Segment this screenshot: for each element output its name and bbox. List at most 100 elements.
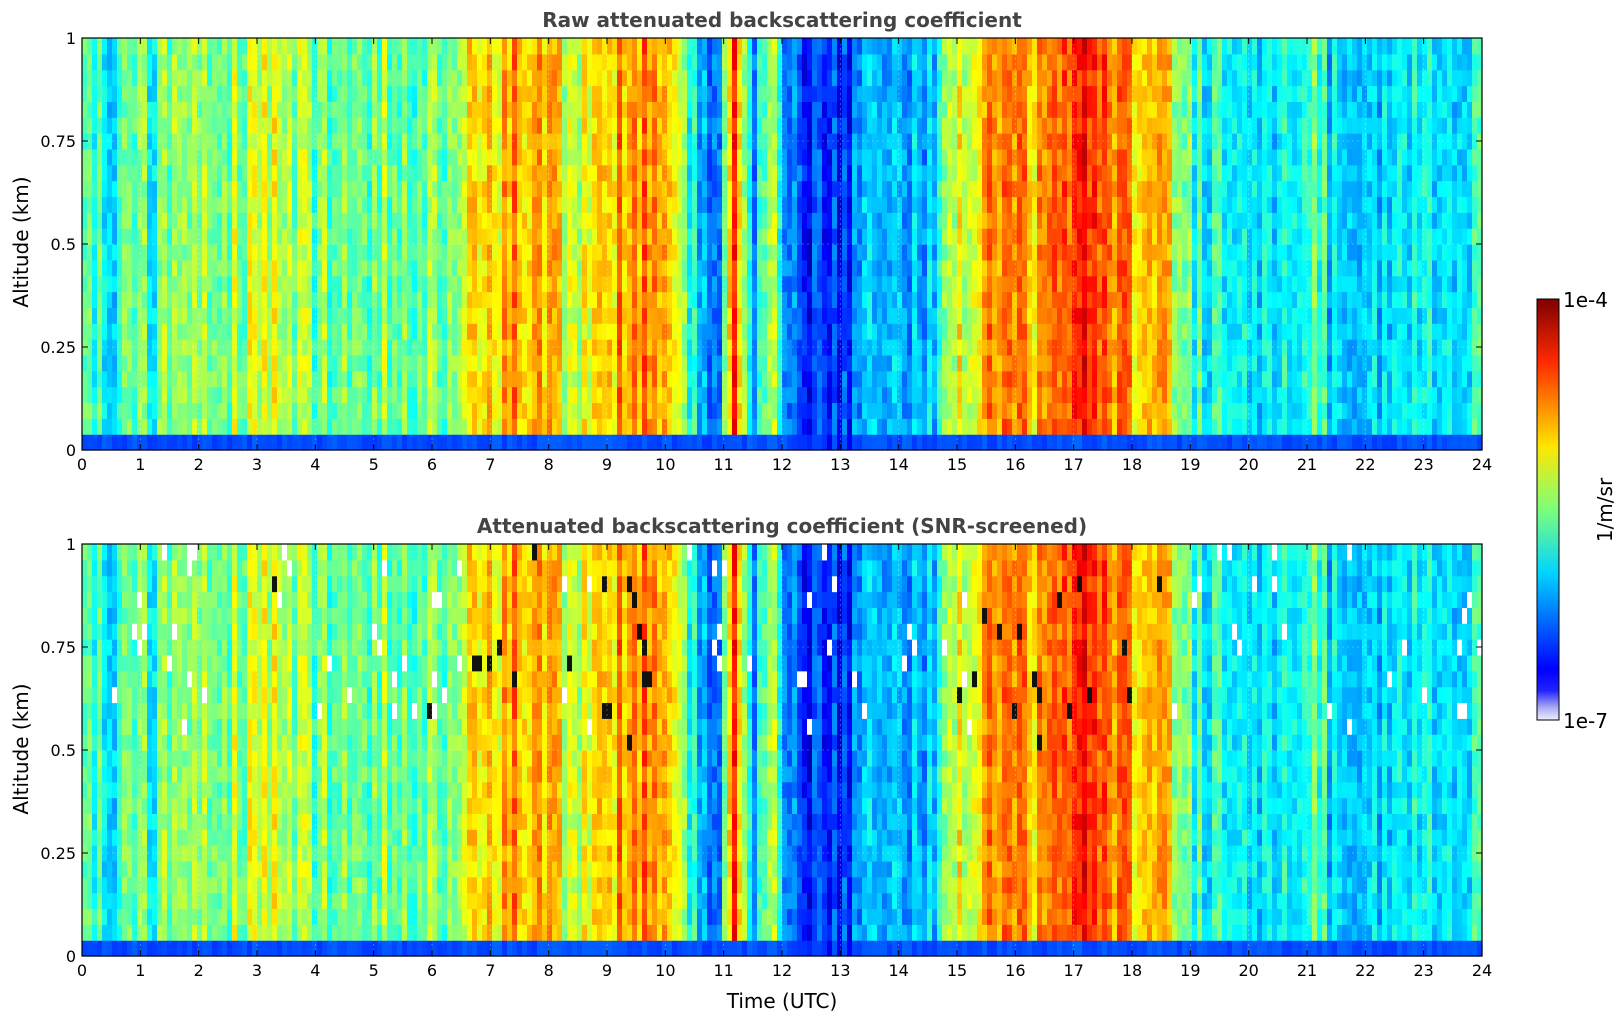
heatmap-cell <box>122 196 128 213</box>
heatmap-cell <box>947 117 953 134</box>
heatmap-cell <box>887 164 893 182</box>
heatmap-cell <box>372 259 378 277</box>
heatmap-cell <box>522 69 528 87</box>
heatmap-cell <box>232 402 238 419</box>
heatmap-cell <box>927 148 933 166</box>
heatmap-cell <box>402 323 408 340</box>
heatmap-cell <box>202 212 208 229</box>
heatmap-cell <box>547 370 553 388</box>
heatmap-cell <box>677 164 683 182</box>
heatmap-cell <box>932 434 938 451</box>
heatmap-cell <box>942 180 948 198</box>
heatmap-cell <box>782 101 788 118</box>
heatmap-cell <box>807 402 813 419</box>
heatmap-cell <box>1012 53 1018 71</box>
heatmap-cell <box>102 370 108 388</box>
heatmap-cell <box>142 85 148 102</box>
heatmap-cell <box>562 53 568 71</box>
heatmap-cell <box>537 275 543 293</box>
heatmap-cell <box>742 418 748 435</box>
heatmap-cell <box>567 434 573 451</box>
heatmap-cell <box>587 180 593 198</box>
heatmap-cell <box>1027 307 1033 324</box>
heatmap-cell <box>422 434 428 451</box>
heatmap-cell <box>127 117 133 134</box>
heatmap-cell <box>267 85 273 102</box>
heatmap-cell <box>332 53 338 71</box>
heatmap-cell <box>702 370 708 388</box>
heatmap-cell <box>987 244 993 261</box>
heatmap-cell <box>572 307 578 324</box>
heatmap-cell <box>262 164 268 182</box>
heatmap-cell <box>277 386 283 404</box>
heatmap-cell <box>907 117 913 134</box>
heatmap-cell <box>1002 53 1008 71</box>
heatmap-cell <box>352 339 358 356</box>
heatmap-cell <box>867 101 873 118</box>
heatmap-cell <box>927 323 933 340</box>
heatmap-cell <box>882 180 888 198</box>
heatmap-cell <box>477 275 483 293</box>
heatmap-cell <box>362 244 368 261</box>
heatmap-cell <box>542 53 548 71</box>
heatmap-cell <box>872 244 878 261</box>
heatmap-cell <box>1007 85 1013 102</box>
heatmap-cell <box>827 133 833 150</box>
heatmap-cell <box>667 386 673 404</box>
heatmap-cell <box>272 323 278 340</box>
heatmap-cell <box>122 148 128 166</box>
heatmap-cell <box>647 53 653 71</box>
heatmap-cell <box>752 212 758 229</box>
heatmap-cell <box>692 402 698 419</box>
heatmap-cell <box>757 291 763 308</box>
heatmap-cell <box>557 164 563 182</box>
heatmap-cell <box>297 38 303 55</box>
heatmap-cell <box>127 196 133 213</box>
heatmap-cell <box>452 212 458 229</box>
heatmap-cell <box>367 117 373 134</box>
heatmap-cell <box>397 38 403 55</box>
heatmap-cell <box>172 164 178 182</box>
heatmap-cell <box>487 148 493 166</box>
heatmap-cell <box>357 275 363 293</box>
heatmap-cell <box>342 38 348 55</box>
heatmap-cell <box>272 275 278 293</box>
heatmap-cell <box>852 133 858 150</box>
heatmap-cell <box>637 212 643 229</box>
heatmap-cell <box>147 244 153 261</box>
heatmap-cell <box>387 117 393 134</box>
heatmap-cell <box>882 212 888 229</box>
heatmap-cell <box>337 259 343 277</box>
heatmap-cell <box>617 323 623 340</box>
heatmap-cell <box>132 370 138 388</box>
heatmap-cell <box>997 323 1003 340</box>
heatmap-cell <box>892 196 898 213</box>
heatmap-cell <box>1037 370 1043 388</box>
heatmap-cell <box>742 323 748 340</box>
heatmap-cell <box>687 38 693 55</box>
heatmap-cell <box>717 434 723 451</box>
heatmap-cell <box>962 386 968 404</box>
heatmap-cell <box>542 69 548 87</box>
heatmap-cell <box>797 402 803 419</box>
heatmap-cell <box>272 212 278 229</box>
heatmap-cell <box>827 259 833 277</box>
heatmap-cell <box>262 434 268 451</box>
heatmap-cell <box>357 212 363 229</box>
heatmap-cell <box>907 291 913 308</box>
heatmap-cell <box>552 85 558 102</box>
heatmap-cell <box>807 180 813 198</box>
heatmap-cell <box>157 275 163 293</box>
heatmap-cell <box>267 101 273 118</box>
heatmap-cell <box>202 101 208 118</box>
heatmap-cell <box>737 291 743 308</box>
heatmap-cell <box>632 339 638 356</box>
heatmap-cell <box>782 69 788 87</box>
heatmap-cell <box>792 212 798 229</box>
heatmap-cell <box>242 291 248 308</box>
heatmap-cell <box>92 386 98 404</box>
heatmap-cell <box>722 212 728 229</box>
heatmap-cell <box>752 354 758 372</box>
y-axis-label-raw: Altitude (km) <box>9 176 33 307</box>
heatmap-cell <box>1042 402 1048 419</box>
